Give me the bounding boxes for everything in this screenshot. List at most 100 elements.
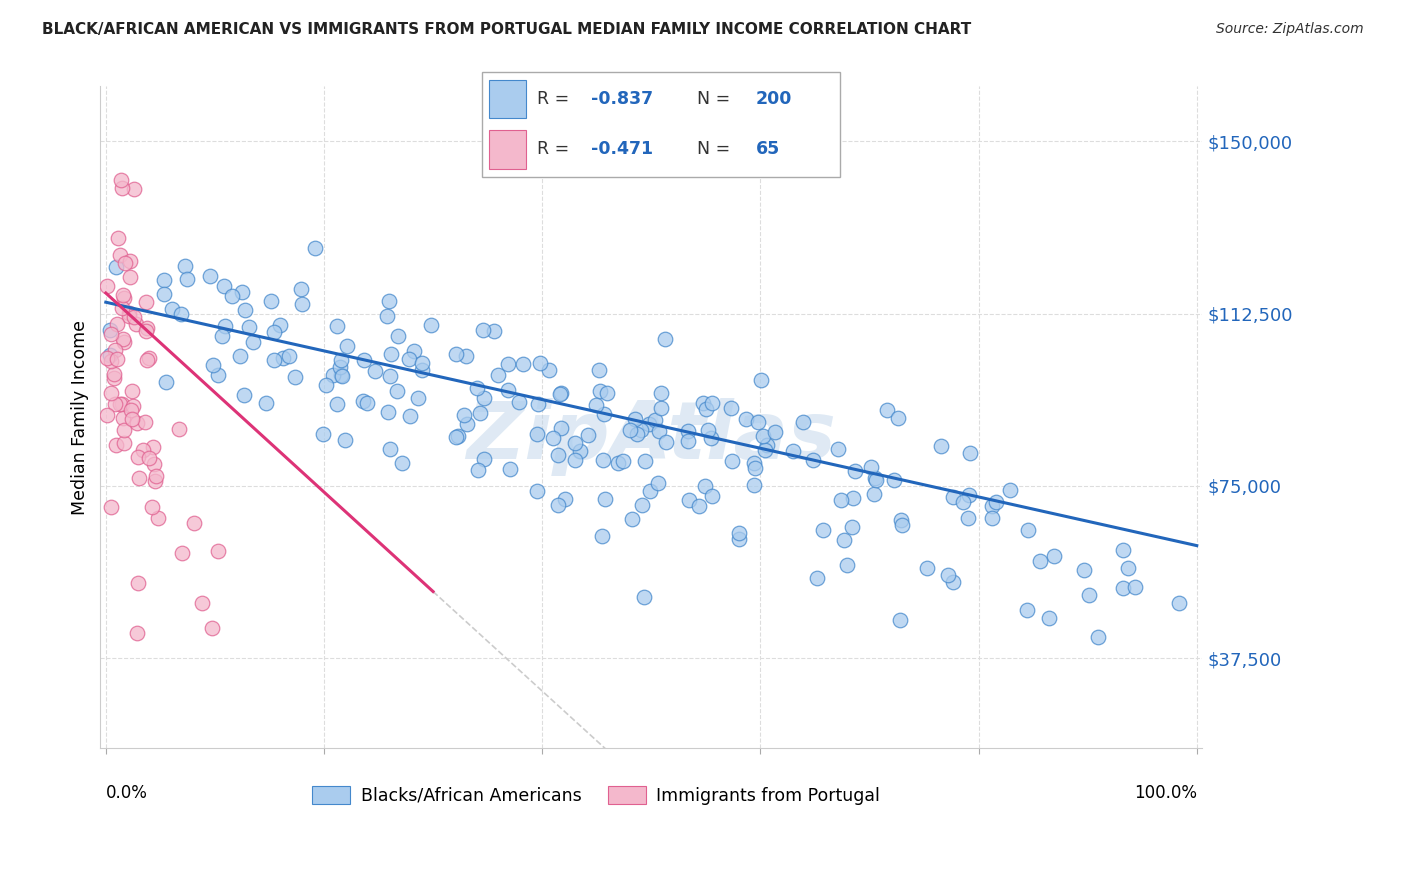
Point [1017,523,1039,537]
Point [326,318,349,333]
Point [364,364,387,378]
Point [105,317,128,331]
Point [720,401,742,416]
Text: N =: N = [697,90,737,108]
Point [1112,543,1135,558]
Text: R =: R = [537,141,574,159]
Text: R =: R = [537,90,574,108]
Point [152,286,174,301]
Point [696,424,718,438]
Text: N =: N = [697,141,737,159]
Point [269,318,291,332]
Point [526,397,548,411]
Point [329,368,352,382]
Point [127,576,149,591]
Point [678,492,700,507]
Point [735,412,758,426]
Point [456,417,478,431]
Point [744,461,766,475]
Point [626,426,648,441]
Point [263,325,285,339]
Point [470,406,492,420]
Point [700,431,723,445]
Point [782,443,804,458]
Point [107,231,129,245]
Point [747,415,769,429]
Point [170,546,193,560]
Point [550,385,572,400]
Point [638,483,661,498]
Point [596,386,619,401]
Point [136,321,159,335]
Point [752,428,775,442]
Text: ZipAtlas: ZipAtlas [467,398,837,475]
Point [637,417,659,431]
Point [863,486,886,500]
Point [865,471,887,485]
Point [471,322,494,336]
Point [700,489,723,503]
Point [889,614,911,628]
Point [465,380,488,394]
Point [654,332,676,346]
Point [114,256,136,270]
Point [387,328,409,343]
Point [104,260,127,275]
Point [655,434,678,449]
Point [569,444,592,458]
Point [278,349,301,363]
Point [1038,611,1060,625]
Point [380,369,402,384]
Point [576,427,599,442]
Point [986,495,1008,509]
Point [887,411,910,425]
Point [330,369,353,384]
Point [138,451,160,466]
Point [103,368,125,382]
Text: -0.471: -0.471 [592,141,654,159]
Point [547,448,569,462]
Point [238,320,260,334]
Point [108,397,131,411]
Point [118,309,141,323]
Point [607,456,630,470]
Point [201,358,224,372]
Point [801,453,824,467]
Point [263,352,285,367]
Point [981,499,1004,513]
Text: 0.0%: 0.0% [105,784,148,802]
Point [676,424,699,438]
Point [564,452,586,467]
Point [122,310,145,325]
Point [233,388,256,402]
Point [411,356,433,370]
Legend: Blacks/African Americans, Immigrants from Portugal: Blacks/African Americans, Immigrants fro… [305,779,887,812]
Point [634,453,657,467]
Point [125,626,148,640]
Point [100,500,122,515]
Point [231,285,253,299]
Point [647,424,669,438]
Point [454,349,477,363]
Point [336,338,359,352]
Point [550,421,572,435]
Point [128,471,150,485]
Point [883,474,905,488]
Point [153,273,176,287]
Text: 200: 200 [756,90,792,108]
Point [929,439,952,453]
Point [120,402,142,417]
Point [859,460,882,475]
Point [136,352,159,367]
Point [633,591,655,605]
Point [957,511,980,525]
Point [112,288,135,302]
Point [526,427,548,442]
Point [96,409,118,423]
Point [612,454,634,468]
Point [118,253,141,268]
Point [142,440,165,454]
Point [621,511,644,525]
Point [547,498,569,512]
Point [631,498,654,512]
